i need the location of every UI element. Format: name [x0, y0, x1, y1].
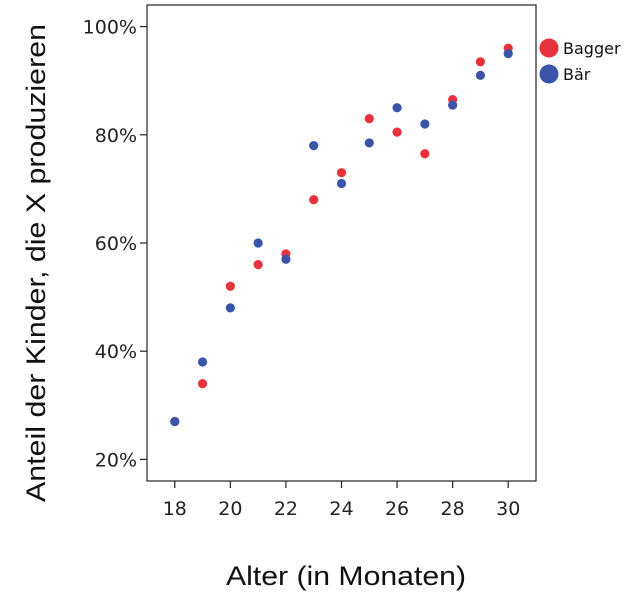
data-point	[475, 57, 486, 67]
x-tick-label: 22	[274, 498, 298, 520]
data-point	[170, 416, 180, 427]
y-tick-label: 80%	[95, 125, 137, 147]
x-tick-label: 20	[218, 498, 242, 520]
legend-marker	[539, 64, 559, 84]
data-point	[253, 238, 263, 248]
data-point	[225, 281, 235, 291]
legend-label: Bagger	[563, 39, 621, 58]
data-point	[364, 138, 374, 148]
y-tick-label: 40%	[95, 341, 137, 363]
data-point	[420, 149, 430, 159]
y-axis: 20% 40% 60% 80% 100%	[83, 17, 147, 471]
y-axis-title: Anteil der Kinder, die X produzieren	[21, 24, 51, 502]
y-tick-label: 60%	[95, 233, 137, 255]
legend: Bagger Bär	[539, 38, 621, 84]
x-axis-title: Alter (in Monaten)	[226, 561, 466, 591]
data-point	[197, 357, 208, 367]
series-bagger	[170, 43, 513, 427]
x-tick-label: 18	[163, 498, 187, 520]
data-point	[392, 103, 402, 113]
data-point	[309, 195, 319, 205]
data-point	[225, 303, 235, 313]
y-tick-label: 20%	[95, 449, 137, 471]
data-point	[253, 260, 263, 270]
data-point	[336, 178, 347, 189]
data-point	[420, 119, 430, 129]
data-point	[448, 100, 458, 110]
data-point	[503, 49, 513, 59]
data-point	[197, 379, 208, 389]
legend-marker	[539, 38, 559, 58]
data-points	[170, 43, 513, 427]
data-point	[281, 254, 291, 264]
data-point	[392, 127, 402, 137]
data-point	[336, 168, 347, 178]
data-point	[475, 70, 486, 80]
x-tick-label: 26	[385, 498, 409, 520]
x-axis: 18 20 22 24 26 28 30	[163, 481, 520, 520]
x-tick-label: 30	[496, 498, 520, 520]
data-point	[309, 141, 319, 151]
data-point	[364, 113, 374, 124]
legend-label: Bär	[563, 65, 591, 84]
series-baer	[170, 49, 513, 427]
x-tick-label: 24	[329, 498, 353, 520]
y-tick-label: 100%	[83, 17, 137, 39]
x-tick-label: 28	[441, 498, 465, 520]
